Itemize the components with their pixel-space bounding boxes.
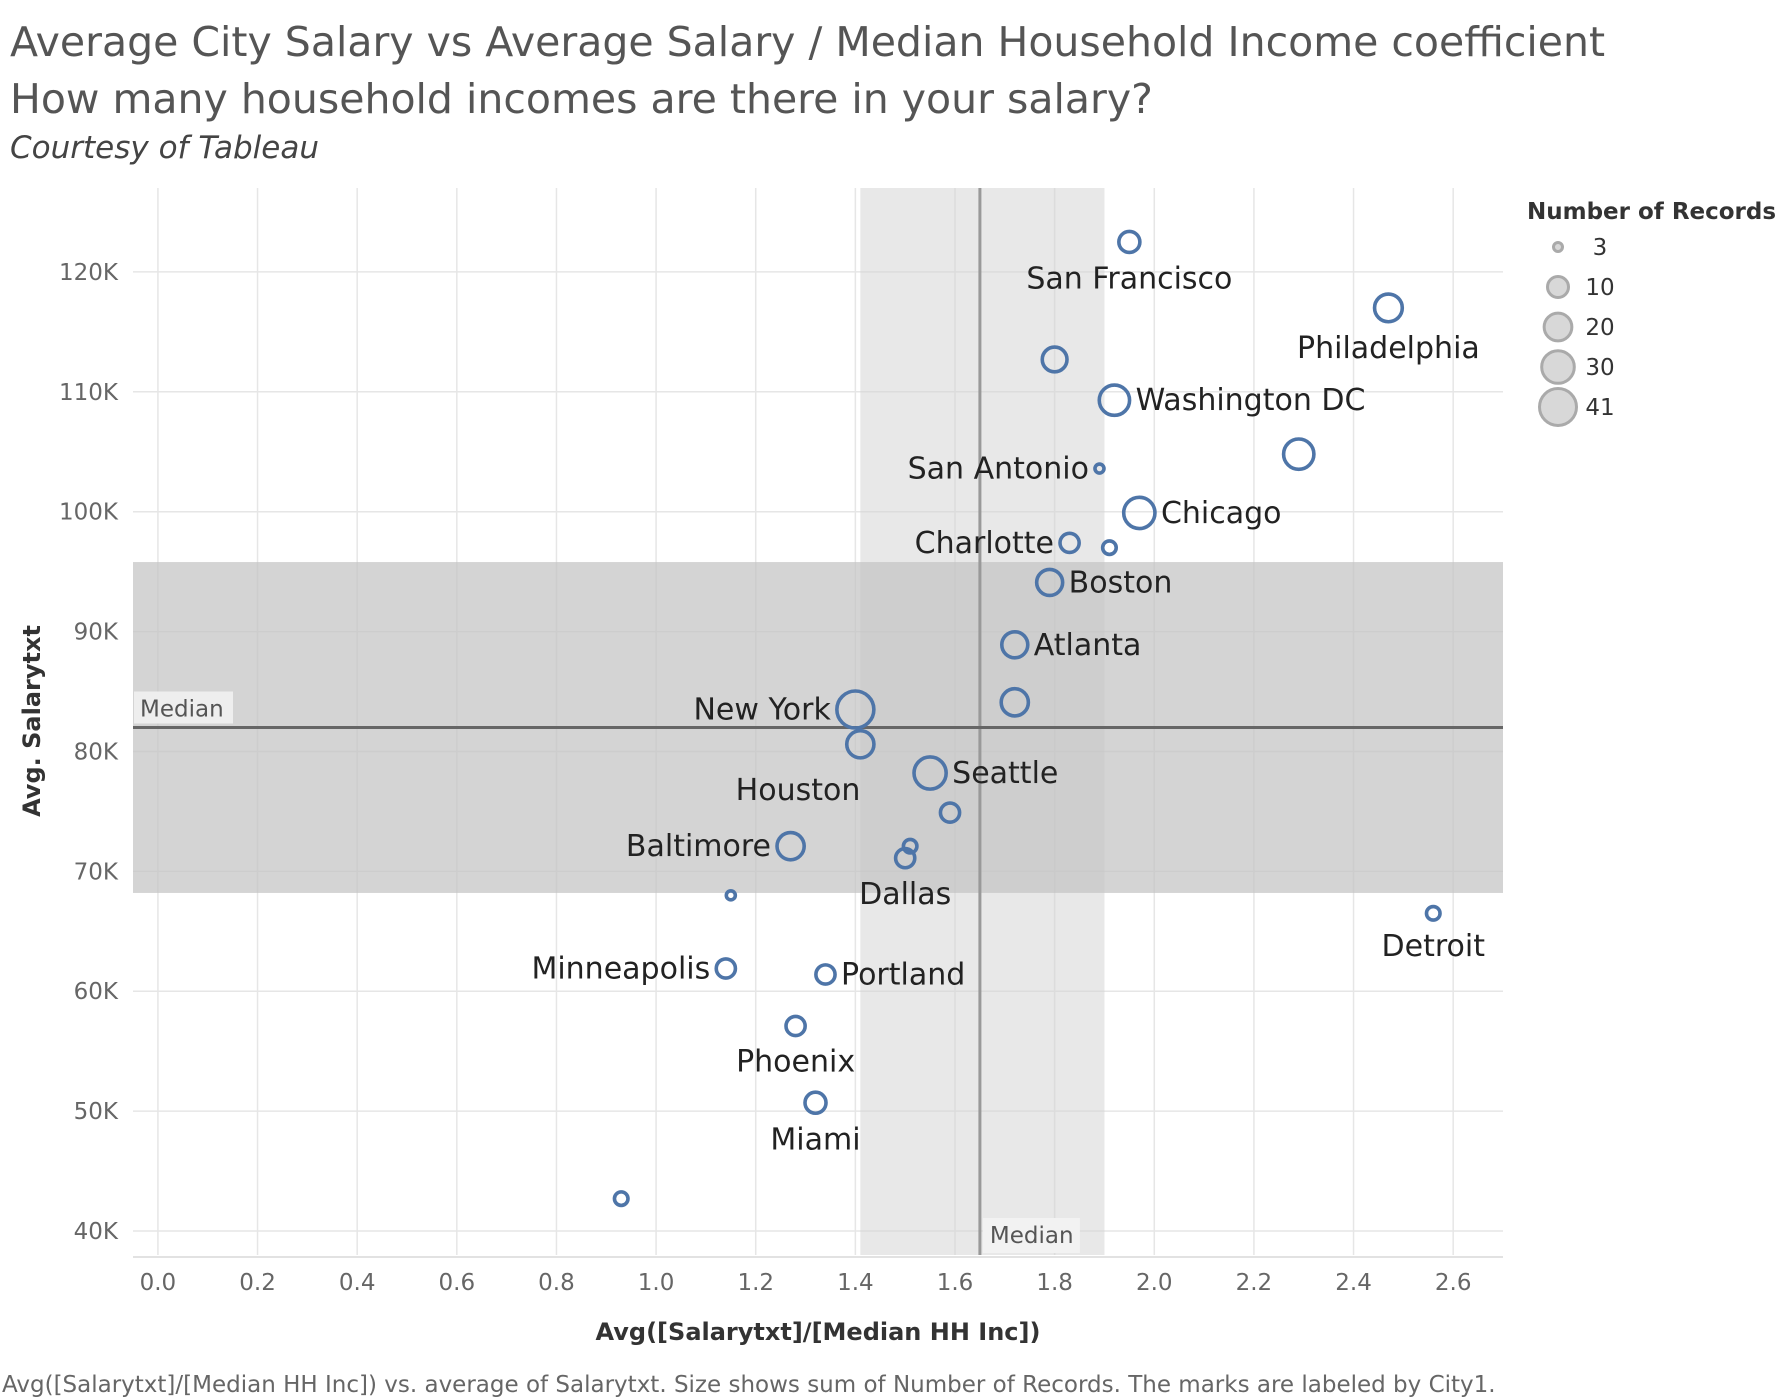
point-label: San Antonio [908,452,1089,487]
point-label: Charlotte [915,526,1054,561]
point-label: Minneapolis [531,951,710,986]
x-tick-label: 0.0 [140,1270,177,1296]
y-tick-label: 90K [74,620,119,646]
legend-swatch [1552,241,1564,253]
data-point [893,846,917,870]
x-tick-label: 2.2 [1236,1270,1273,1296]
x-tick-label: 0.6 [439,1270,476,1296]
data-point [1097,383,1132,418]
data-point [784,1014,807,1038]
data-point [1040,345,1069,374]
x-axis-title: Avg([Salarytxt]/[Median HH Inc]) [596,1318,1041,1346]
data-point [1034,567,1065,598]
data-point [803,1090,828,1116]
y-tick-label: 80K [74,739,119,765]
data-point [901,837,919,855]
data-point [775,830,806,862]
data-point [912,755,948,791]
x-tick-label: 0.2 [239,1270,276,1296]
point-label: Baltimore [626,829,771,864]
point-label: Atlanta [1034,628,1142,663]
x-tick-label: 1.2 [737,1270,774,1296]
data-point [1121,495,1157,531]
chart-title: Average City Salary vs Average Salary / … [10,18,1606,66]
point-label: Chicago [1161,496,1282,531]
data-point [1100,539,1119,557]
legend-swatch [1540,349,1576,385]
x-tick-label: 2.6 [1435,1270,1472,1296]
y-tick-label: 40K [74,1219,119,1245]
data-point [835,689,876,730]
y-axis-title: Avg. Salarytxt [18,625,46,817]
data-point [1117,229,1142,255]
data-point [612,1190,630,1208]
legend-label: 20 [1585,315,1614,341]
x-tick-label: 1.6 [937,1270,974,1296]
x-tick-label: 2.0 [1136,1270,1173,1296]
data-point [814,963,837,986]
legend-swatch [1538,387,1578,427]
legend-title: Number of Records [1527,199,1776,225]
point-label: San Francisco [1026,261,1232,296]
data-point [1058,531,1081,555]
point-label: Houston [736,773,861,808]
point-label: Portland [841,957,965,992]
x-tick-label: 2.4 [1335,1270,1372,1296]
x-tick-label: 0.8 [538,1270,575,1296]
data-point [724,889,738,902]
legend-swatch [1545,274,1571,300]
legend-label: 3 [1593,235,1608,261]
point-label: Dallas [859,877,951,912]
x-tick-label: 1.4 [837,1270,874,1296]
chart-subtitle: How many household incomes are there in … [10,75,1153,123]
y-tick-label: 60K [74,979,119,1005]
x-tick-label: 1.8 [1036,1270,1073,1296]
point-label: Washington DC [1136,383,1366,418]
chart-footnote: Avg([Salarytxt]/[Median HH Inc]) vs. ave… [2,1372,1496,1398]
data-point [1372,292,1405,324]
x-tick-label: 0.4 [339,1270,376,1296]
data-point [1424,904,1442,922]
data-point [938,801,962,824]
y-tick-label: 50K [74,1099,119,1125]
point-label: Boston [1069,565,1173,600]
legend-label: 10 [1585,275,1614,301]
y-median-label: Median [140,696,224,722]
x-median-label: Median [990,1223,1074,1249]
data-point [844,728,876,760]
point-label: Miami [770,1122,860,1157]
x-median-label-box [982,1218,1080,1253]
data-point [1281,437,1316,472]
data-point [714,957,738,980]
y-median-label-box [134,691,233,724]
point-label: New York [693,693,831,728]
x-tick-label: 1.0 [638,1270,675,1296]
y-tick-label: 70K [74,859,119,885]
legend-label: 30 [1585,355,1614,381]
y-tick-label: 120K [59,260,119,286]
legend-label: 41 [1585,395,1614,421]
y-tick-label: 100K [59,500,119,526]
point-label: Phoenix [736,1045,855,1080]
y-tick-label: 110K [59,380,119,406]
data-point [1093,462,1106,475]
point-label: Detroit [1382,929,1486,964]
point-label: Philadelphia [1297,331,1480,366]
data-point [999,686,1031,718]
chart-credit: Courtesy of Tableau [10,130,320,166]
data-point [999,629,1030,660]
point-label: Seattle [952,756,1058,791]
legend-swatch [1542,311,1574,343]
